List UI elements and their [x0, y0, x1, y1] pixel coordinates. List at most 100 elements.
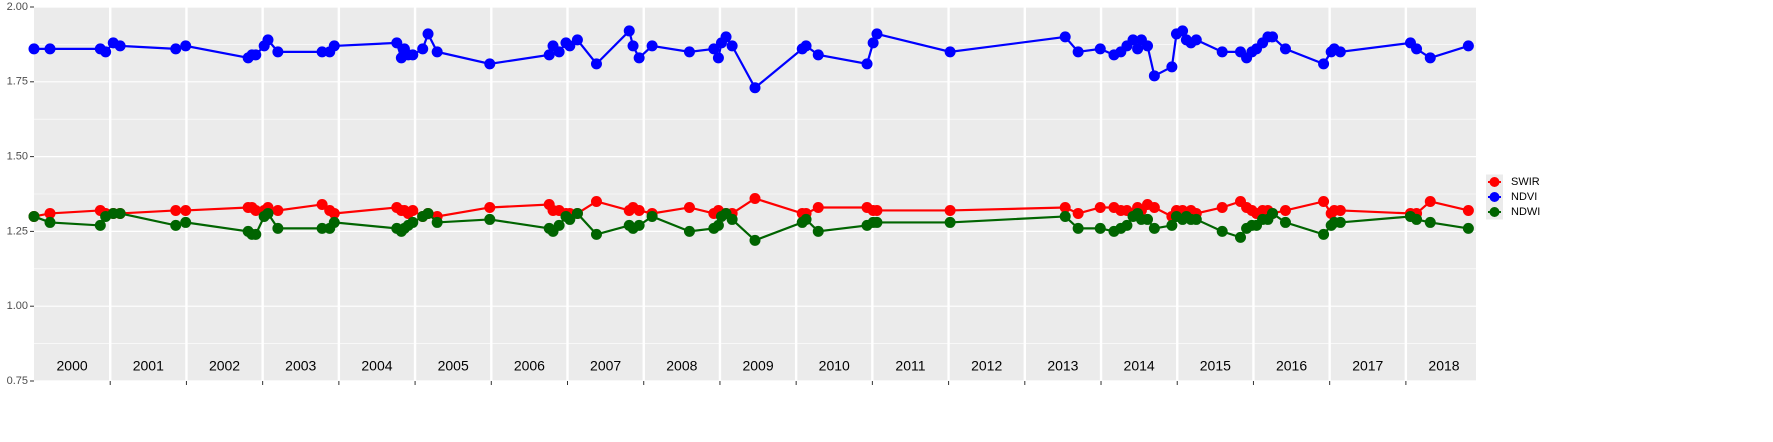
point	[28, 43, 40, 55]
point	[683, 201, 695, 213]
point	[543, 49, 555, 61]
legend-point	[1489, 207, 1500, 217]
point	[328, 216, 340, 228]
point	[1424, 52, 1436, 64]
point	[431, 46, 443, 58]
point	[1334, 216, 1346, 228]
point	[1072, 222, 1084, 234]
point	[1094, 201, 1106, 213]
point	[1462, 204, 1474, 216]
point	[812, 201, 824, 213]
y-tick-label: 2.00	[7, 1, 28, 13]
year-label: 2018	[1428, 358, 1459, 374]
point	[44, 207, 56, 219]
point	[633, 52, 645, 64]
point	[422, 28, 434, 40]
point	[272, 222, 284, 234]
point	[431, 216, 443, 228]
point	[114, 207, 126, 219]
point	[726, 213, 738, 225]
year-label: 2012	[971, 358, 1002, 374]
point	[812, 49, 824, 61]
point	[571, 34, 583, 46]
point	[44, 216, 56, 228]
point	[28, 210, 40, 222]
point	[316, 46, 328, 58]
point	[871, 216, 883, 228]
point	[1132, 43, 1144, 55]
point	[571, 207, 583, 219]
point	[944, 46, 956, 58]
point	[623, 25, 635, 37]
point	[1424, 195, 1436, 207]
point	[590, 228, 602, 240]
point	[170, 43, 182, 55]
point	[484, 58, 496, 70]
point	[708, 43, 720, 55]
point	[1148, 201, 1160, 213]
point	[328, 40, 340, 52]
point	[800, 213, 812, 225]
point	[944, 216, 956, 228]
year-label: 2016	[1276, 358, 1307, 374]
year-label: 2006	[514, 358, 545, 374]
point	[1216, 46, 1228, 58]
point	[407, 49, 419, 61]
point	[627, 40, 639, 52]
point	[1166, 219, 1178, 231]
legend-label: SWIR	[1511, 176, 1540, 188]
point	[484, 213, 496, 225]
point	[1462, 222, 1474, 234]
point	[749, 82, 761, 94]
point	[170, 219, 182, 231]
point	[861, 58, 873, 70]
point	[1318, 58, 1330, 70]
point	[871, 204, 883, 216]
point	[1148, 70, 1160, 82]
point	[749, 192, 761, 204]
point	[633, 219, 645, 231]
point	[749, 234, 761, 246]
point	[180, 204, 192, 216]
point	[407, 204, 419, 216]
year-label: 2010	[819, 358, 850, 374]
point	[272, 204, 284, 216]
point	[391, 37, 403, 49]
point	[272, 46, 284, 58]
point	[1411, 213, 1423, 225]
point	[1190, 34, 1202, 46]
point	[564, 213, 576, 225]
point	[553, 46, 565, 58]
point	[1279, 216, 1291, 228]
point	[1462, 40, 1474, 52]
point	[250, 228, 262, 240]
point	[417, 43, 429, 55]
point	[407, 216, 419, 228]
point	[646, 210, 658, 222]
point	[1094, 222, 1106, 234]
point	[114, 40, 126, 52]
point	[250, 49, 262, 61]
point	[1216, 225, 1228, 237]
point	[1059, 201, 1071, 213]
point	[180, 40, 192, 52]
legend-label: NDWI	[1511, 206, 1540, 218]
point	[250, 204, 262, 216]
point	[553, 219, 565, 231]
point	[316, 222, 328, 234]
point	[262, 207, 274, 219]
point	[1059, 210, 1071, 222]
point	[170, 204, 182, 216]
point	[1334, 46, 1346, 58]
legend-label: NDVI	[1511, 191, 1537, 203]
point	[484, 201, 496, 213]
year-label: 2011	[895, 358, 925, 374]
point	[1334, 204, 1346, 216]
point	[1216, 201, 1228, 213]
point	[590, 195, 602, 207]
point	[328, 207, 340, 219]
point	[800, 40, 812, 52]
year-label: 2009	[742, 358, 773, 374]
point	[1279, 204, 1291, 216]
